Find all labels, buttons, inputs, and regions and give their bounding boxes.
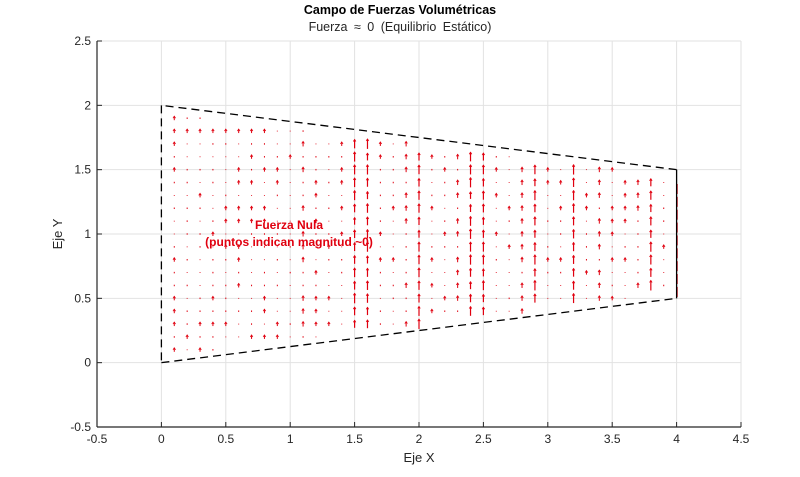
y-tick-label: 1	[84, 227, 91, 241]
x-tick-label: 4	[673, 432, 680, 446]
x-tick-label: 1.5	[346, 432, 363, 446]
chart-title: Campo de Fuerzas Volumétricas	[303, 3, 497, 17]
y-tick-label: 0.5	[74, 291, 91, 305]
y-tick-label: 2	[84, 98, 91, 112]
force-vectors	[172, 115, 678, 352]
x-tick-label: 4.5	[733, 432, 750, 446]
y-tick-label: 0	[84, 356, 91, 370]
x-tick-label: 3.5	[604, 432, 621, 446]
x-tick-label: 0	[158, 432, 165, 446]
x-axis-label: Eje X	[403, 450, 434, 465]
x-tick-label: 3	[544, 432, 551, 446]
x-tick-labels: -0.5 0 0.5 1 1.5 2 2.5 3 3.5 4 4.5	[87, 432, 750, 446]
x-tick-label: 2.5	[475, 432, 492, 446]
x-tick-label: 2	[416, 432, 423, 446]
domain-boundary	[160, 104, 678, 364]
axes	[96, 40, 742, 428]
y-tick-labels: -0.5 0 0.5 1 1.5 2 2.5	[70, 34, 91, 434]
x-tick-label: -0.5	[87, 432, 108, 446]
annotation-line1: Fuerza Nula	[255, 218, 323, 232]
y-tick-label: 1.5	[74, 163, 91, 177]
annotation-line2: (puntos indican magnitud ~0)	[205, 235, 373, 249]
y-tick-label: -0.5	[70, 420, 91, 434]
chart-subtitle: Fuerza ≈ 0 (Equilibrio Estático)	[308, 20, 492, 34]
x-tick-label: 0.5	[217, 432, 234, 446]
y-axis-label: Eje Y	[50, 218, 65, 249]
y-tick-label: 2.5	[74, 34, 91, 48]
x-tick-label: 1	[287, 432, 294, 446]
